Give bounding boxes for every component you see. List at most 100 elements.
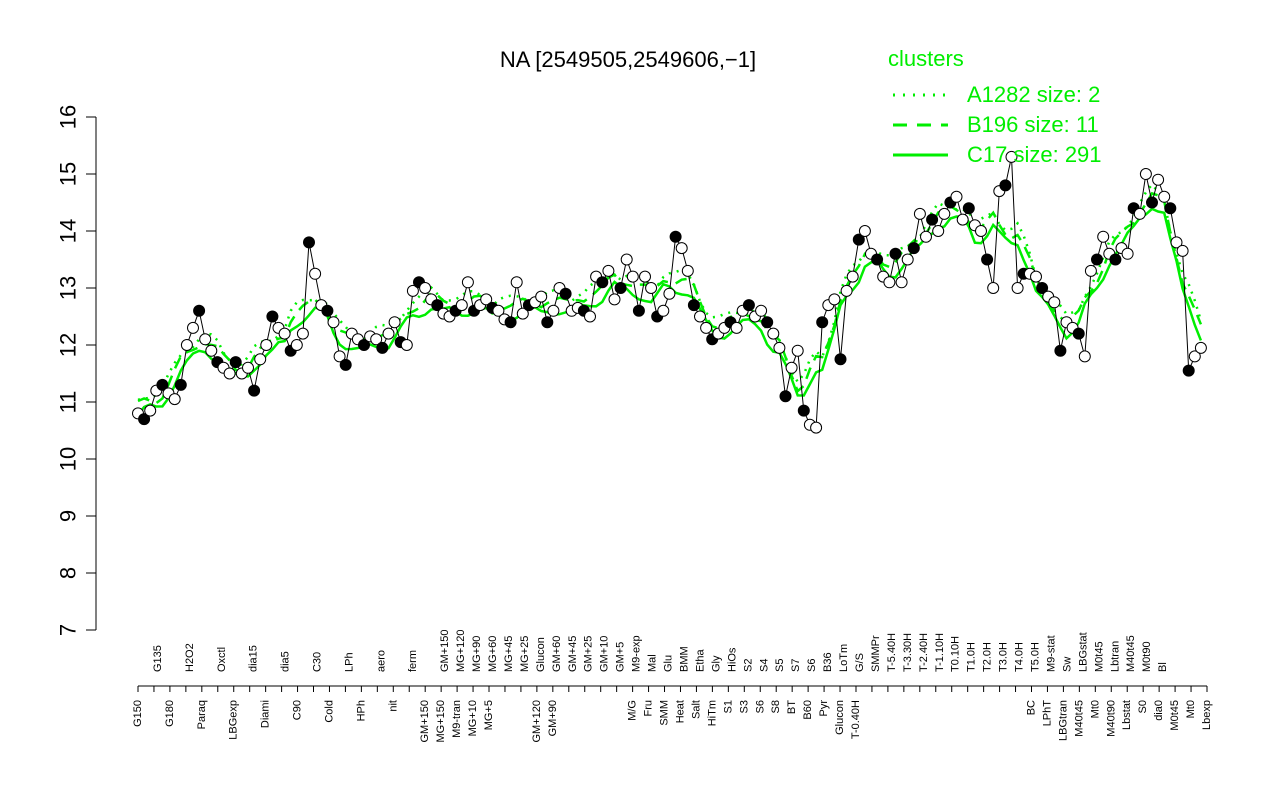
data-point <box>907 242 920 255</box>
legend: clusters A1282 size: 2 B196 size: 11 C17… <box>888 46 1102 167</box>
x-tick-label-bottom: GM+150 <box>419 700 431 743</box>
y-tick-label: 13 <box>56 276 81 300</box>
data-point <box>632 304 645 317</box>
x-tick-label-bottom: HPh <box>355 700 367 721</box>
x-tick-label-top: Etha <box>694 648 706 672</box>
data-point <box>920 230 932 243</box>
data-point <box>700 321 713 334</box>
data-point <box>742 299 755 312</box>
data-point <box>242 361 254 374</box>
series-layer <box>132 150 1207 434</box>
x-tick-label-bottom: Fru <box>643 700 655 717</box>
cluster-line-a1282 <box>137 182 1203 401</box>
data-point <box>926 213 939 226</box>
data-point <box>645 282 658 294</box>
data-point <box>266 310 279 323</box>
x-tick-label-top: Glucon <box>535 637 547 672</box>
x-tick-label-bottom: nit <box>387 700 399 712</box>
data-point <box>834 353 847 366</box>
x-tick-label-top: GM+25 <box>583 636 595 672</box>
x-tick-label-top: MG+45 <box>503 636 515 672</box>
data-point <box>516 307 529 320</box>
x-tick-label-bottom: S3 <box>738 700 750 713</box>
x-tick-label-top: B36 <box>822 652 834 672</box>
data-point <box>1084 264 1097 277</box>
x-tick-label-bottom: LBGexp <box>228 700 240 740</box>
x-tick-label-top: G/S <box>854 653 866 672</box>
data-point <box>492 304 505 317</box>
data-point <box>913 207 926 220</box>
x-tick-label-bottom: MG+150 <box>435 700 447 743</box>
data-point <box>1194 341 1207 354</box>
x-tick-label-top: GM+5 <box>615 642 627 672</box>
x-tick-label-top: Lbtran <box>1109 641 1121 672</box>
x-tick-label-top: S7 <box>790 659 802 672</box>
data-point <box>309 267 322 280</box>
data-point <box>938 207 951 220</box>
data-point <box>1005 150 1018 163</box>
data-point <box>193 304 206 317</box>
x-tick-label-top: GM+45 <box>567 636 579 672</box>
x-tick-label-bottom: GM+120 <box>531 700 543 743</box>
data-point <box>761 316 774 329</box>
data-point <box>199 333 212 346</box>
data-point <box>608 293 621 306</box>
data-point <box>1078 350 1091 363</box>
x-tick-label-bottom: Heat <box>674 700 686 723</box>
x-tick-label-top: T1.0H <box>966 642 978 672</box>
x-tick-label-bottom: Mt0 <box>1185 700 1197 718</box>
data-point <box>1133 207 1146 220</box>
data-point <box>321 304 334 317</box>
y-tick-label: 16 <box>56 105 81 129</box>
x-tick-label-bottom: MG+5 <box>483 700 495 730</box>
x-tick-label-top: M0t45 <box>1093 641 1105 672</box>
x-tick-label-top: LBGstat <box>1077 632 1089 672</box>
x-tick-label-bottom: S8 <box>770 700 782 713</box>
data-point <box>584 310 596 323</box>
x-tick-label-top: T-2.40H <box>918 633 930 672</box>
data-point <box>1109 253 1122 266</box>
data-point <box>370 333 383 346</box>
x-tick-label-bottom: M9-tran <box>451 700 463 738</box>
data-point <box>797 404 810 417</box>
x-tick-label-bottom: S6 <box>754 700 766 713</box>
data-point <box>327 316 340 329</box>
data-point <box>260 339 273 351</box>
data-point <box>168 393 181 406</box>
data-point <box>975 225 987 237</box>
x-tick-label-top: T0.10H <box>950 636 962 672</box>
data-point <box>455 299 468 312</box>
x-tick-label-top: M0t90 <box>1141 641 1153 672</box>
data-point <box>663 287 676 300</box>
data-point <box>773 341 786 354</box>
data-point <box>406 284 419 297</box>
x-tick-label-bottom: HiTm <box>706 700 718 726</box>
data-point <box>358 339 370 351</box>
x-tick-label-top: Glu <box>663 655 675 672</box>
data-point <box>1164 202 1177 215</box>
x-tick-label-bottom: S0 <box>1137 700 1149 713</box>
data-point <box>785 361 798 374</box>
x-tick-label-top: H2O2 <box>184 643 196 672</box>
data-point <box>419 282 432 294</box>
data-point <box>504 316 517 329</box>
data-point <box>382 327 395 340</box>
x-tick-label-top: S6 <box>806 659 818 672</box>
chart-title: NA [2549505,2549606,−1] <box>500 47 756 72</box>
x-axis: G150 G135 G180 H2O2 Paraq Oxctl LBGexp dia15 Dia… <box>132 630 1213 743</box>
x-tick-label-bottom: Paraq <box>196 700 208 729</box>
y-tick-label: 15 <box>56 162 81 186</box>
x-tick-label-top: T4.0H <box>1014 642 1026 672</box>
x-tick-label-top: T3.0H <box>998 642 1010 672</box>
y-tick-label: 8 <box>56 567 81 579</box>
data-point <box>932 225 945 237</box>
data-point <box>639 270 651 283</box>
x-tick-label-bottom: M40t90 <box>1105 700 1117 737</box>
data-point <box>400 339 413 351</box>
x-tick-label-top: Gly <box>710 655 722 672</box>
x-tick-label-top: dia5 <box>280 651 292 672</box>
data-point <box>846 270 859 283</box>
data-point <box>1158 190 1171 203</box>
data-point <box>296 327 309 340</box>
